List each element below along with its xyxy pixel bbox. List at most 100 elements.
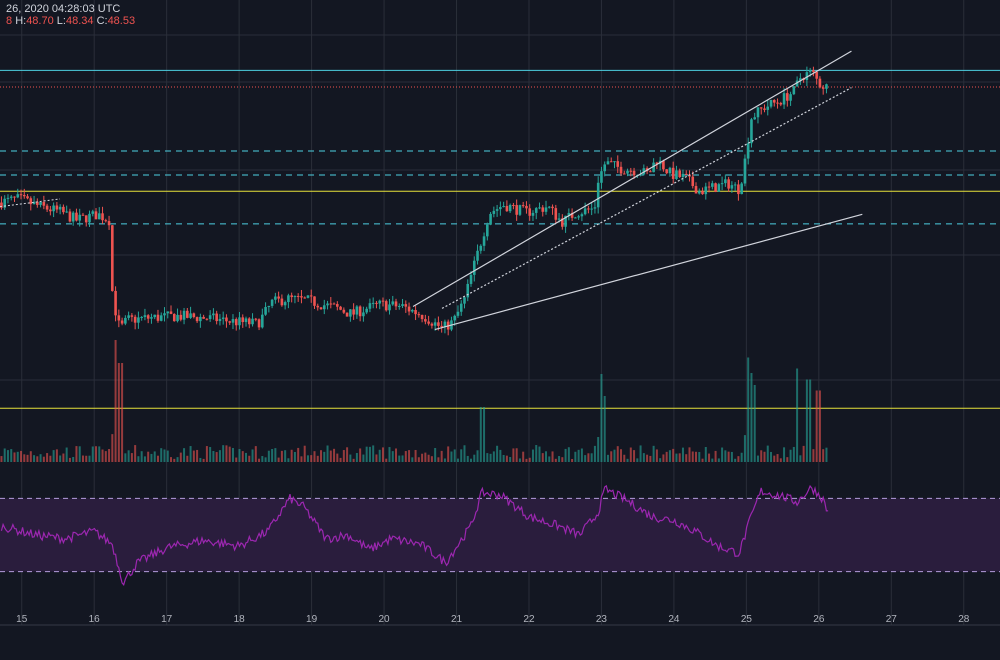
volume-bar xyxy=(264,457,267,462)
candle-body xyxy=(534,208,538,213)
volume-bar xyxy=(789,449,792,462)
trend-line-solid[interactable] xyxy=(434,213,863,331)
volume-bar xyxy=(137,456,140,462)
candle-body xyxy=(247,318,251,325)
candle-body xyxy=(580,214,584,217)
x-axis: 15 16 17 18 19 20 21 22 23 24 25 26 27 28 xyxy=(0,614,1000,626)
volume-bar xyxy=(717,458,720,462)
volume-bar xyxy=(274,448,277,462)
volume-bar xyxy=(6,450,9,462)
candle-body xyxy=(107,221,111,226)
volume-bar xyxy=(261,456,264,462)
volume-bar xyxy=(173,458,176,462)
volume-bar xyxy=(437,457,440,462)
candle-body xyxy=(792,86,796,95)
volume-bar xyxy=(395,448,398,462)
candle-body xyxy=(440,325,443,327)
volume-bar xyxy=(91,446,94,462)
candle-body xyxy=(238,317,241,326)
volume-bar xyxy=(476,450,479,462)
candle-body xyxy=(629,170,633,172)
candle-body xyxy=(384,301,388,311)
candle-body xyxy=(593,207,597,209)
candle-body xyxy=(150,317,153,319)
volume-bar xyxy=(822,449,825,462)
volume-bar xyxy=(225,445,228,462)
candle-body xyxy=(303,297,307,299)
candle-body xyxy=(127,315,130,318)
volume-bar xyxy=(153,451,156,462)
volume-bar xyxy=(368,446,371,462)
candle-body xyxy=(567,212,571,216)
volume-bar xyxy=(610,451,613,462)
candle-body xyxy=(32,201,36,205)
volume-bar xyxy=(336,453,339,462)
candle-body xyxy=(414,309,417,315)
x-tick-label-18: 18 xyxy=(234,614,246,625)
volume-bar xyxy=(49,455,52,462)
volume-bar xyxy=(235,457,238,462)
volume-bar xyxy=(218,450,221,462)
x-tick-label-27: 27 xyxy=(886,614,898,625)
candle-body xyxy=(805,72,809,80)
candle-body xyxy=(65,211,68,213)
candle-body xyxy=(166,311,170,314)
candle-body xyxy=(365,308,368,313)
candle-body xyxy=(218,318,222,322)
x-tick-label-25: 25 xyxy=(741,614,753,625)
candle-body xyxy=(417,314,421,316)
candle-body xyxy=(375,302,378,304)
volume-bar xyxy=(574,451,577,462)
candle-body xyxy=(776,102,779,104)
volume-bar xyxy=(747,357,750,462)
volume-bar xyxy=(349,454,352,462)
volume-bar xyxy=(434,448,437,462)
candle-body xyxy=(453,315,457,321)
candle-body xyxy=(681,173,685,178)
volume-bar xyxy=(681,447,684,462)
volume-bar xyxy=(522,451,525,462)
rsi-panel xyxy=(0,497,1000,573)
candle-body xyxy=(199,316,202,322)
volume-bar xyxy=(117,363,120,462)
volume-bar xyxy=(170,457,173,462)
volume-bar xyxy=(222,445,225,462)
volume-bar xyxy=(179,452,182,462)
candle-body xyxy=(58,206,62,210)
header-open-fragment: 8 xyxy=(6,15,13,27)
candle-body xyxy=(756,107,760,118)
volume-bar xyxy=(329,450,332,462)
candle-body xyxy=(662,160,665,170)
candle-body xyxy=(502,206,505,208)
candle-body xyxy=(16,194,20,198)
volume-bar xyxy=(215,452,218,462)
volume-bar xyxy=(766,445,769,462)
header-low-label: L: xyxy=(56,15,66,27)
candle-body xyxy=(763,108,766,110)
x-tick-label-15: 15 xyxy=(16,614,28,625)
candle-body xyxy=(528,208,532,216)
candle-body xyxy=(492,210,496,214)
candle-body xyxy=(316,305,320,308)
volume-bar xyxy=(36,456,39,462)
volume-bar xyxy=(496,445,499,462)
candle-body xyxy=(117,315,121,321)
volume-bar xyxy=(730,451,733,462)
volume-bar xyxy=(626,458,629,462)
volume-bar xyxy=(734,458,737,462)
volume-bar xyxy=(456,458,459,462)
trend-line-dotted[interactable] xyxy=(441,87,852,309)
volume-bar xyxy=(238,449,241,462)
candle-body xyxy=(352,309,355,315)
volume-bar xyxy=(688,447,691,462)
candle-body xyxy=(707,186,711,188)
volume-bar xyxy=(95,446,98,462)
candle-body xyxy=(561,218,564,227)
trend-line-solid[interactable] xyxy=(412,50,852,307)
volume-bar xyxy=(186,455,189,462)
volume-bar xyxy=(714,450,717,462)
candle-body xyxy=(306,295,310,298)
candle-body xyxy=(29,198,33,205)
candle-body xyxy=(358,306,362,317)
